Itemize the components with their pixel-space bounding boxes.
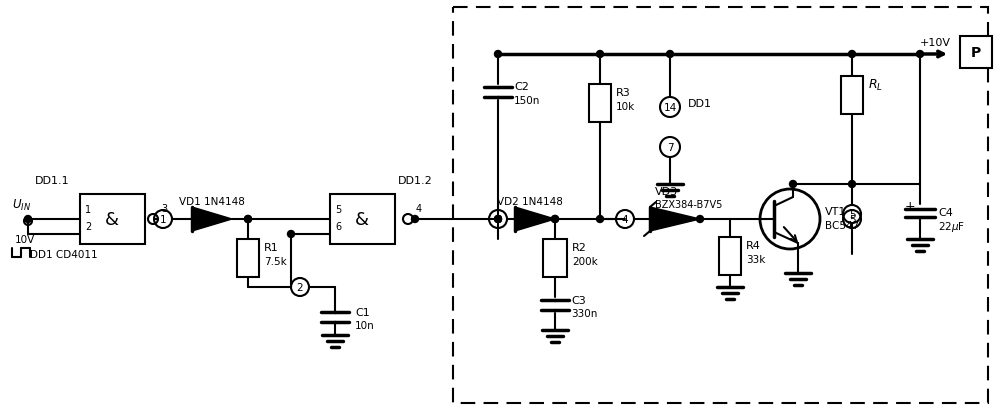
Text: 2: 2	[85, 221, 91, 231]
Text: &: &	[355, 211, 369, 229]
Text: R3: R3	[616, 88, 630, 98]
Circle shape	[412, 216, 419, 223]
Circle shape	[288, 231, 295, 238]
Text: DD1.2: DD1.2	[398, 175, 433, 186]
Circle shape	[495, 52, 501, 58]
Bar	[960, 37, 992, 69]
Text: C4: C4	[938, 207, 953, 218]
Text: VD1 1N4148: VD1 1N4148	[179, 196, 245, 207]
Text: &: &	[105, 211, 119, 229]
Bar	[543, 239, 567, 277]
Bar	[589, 85, 611, 123]
Text: 5: 5	[849, 214, 855, 225]
Text: 5: 5	[335, 204, 341, 214]
Polygon shape	[192, 207, 232, 231]
Circle shape	[848, 181, 855, 188]
Text: 14: 14	[663, 103, 676, 113]
Text: VT1: VT1	[825, 207, 846, 216]
Bar	[841, 77, 863, 115]
Text: 4: 4	[416, 204, 422, 213]
Text: 7.5k: 7.5k	[264, 256, 287, 266]
Text: DD1.1: DD1.1	[35, 175, 69, 186]
Text: 5: 5	[849, 209, 855, 220]
Circle shape	[245, 216, 252, 223]
Circle shape	[596, 216, 603, 223]
Text: 22$\mu$F: 22$\mu$F	[938, 220, 965, 234]
Text: 10n: 10n	[355, 320, 375, 330]
Circle shape	[551, 216, 558, 223]
Text: C3: C3	[571, 295, 585, 305]
Text: +10V: +10V	[919, 38, 950, 48]
Text: VD3: VD3	[655, 187, 678, 196]
Text: BZX384-B7V5: BZX384-B7V5	[655, 200, 722, 209]
Text: 10V: 10V	[15, 234, 35, 245]
Text: $U_{IN}$: $U_{IN}$	[12, 197, 31, 212]
Text: BC547: BC547	[825, 220, 859, 230]
Polygon shape	[650, 207, 700, 231]
Text: C2: C2	[514, 82, 528, 92]
Text: C1: C1	[355, 307, 370, 317]
Bar	[80, 195, 145, 245]
Text: 3: 3	[495, 214, 501, 225]
Text: R1: R1	[264, 243, 279, 252]
Text: 150n: 150n	[514, 96, 540, 106]
Circle shape	[596, 52, 603, 58]
Circle shape	[495, 216, 501, 223]
Text: 10k: 10k	[616, 102, 635, 112]
Circle shape	[551, 216, 558, 223]
Text: 4: 4	[621, 214, 628, 225]
Text: +: +	[905, 200, 915, 213]
Circle shape	[245, 216, 252, 223]
Text: DD1: DD1	[688, 99, 712, 109]
Text: 6: 6	[335, 221, 341, 231]
Polygon shape	[515, 207, 555, 231]
Text: 1: 1	[160, 214, 166, 225]
Text: VD2 1N4148: VD2 1N4148	[498, 196, 563, 207]
Text: DD1 CD4011: DD1 CD4011	[30, 249, 98, 259]
Circle shape	[916, 52, 923, 58]
Text: 1: 1	[85, 204, 91, 214]
Text: 3: 3	[161, 204, 167, 213]
Bar	[719, 237, 741, 275]
Text: 200k: 200k	[572, 256, 597, 266]
Text: R4: R4	[746, 240, 761, 250]
Text: $R_L$: $R_L$	[868, 77, 883, 92]
Bar	[330, 195, 395, 245]
Text: 2: 2	[297, 282, 304, 292]
Bar	[237, 239, 259, 277]
Circle shape	[495, 216, 501, 223]
Circle shape	[25, 216, 32, 223]
Text: R2: R2	[572, 243, 586, 252]
Circle shape	[789, 181, 796, 188]
Text: 7: 7	[666, 143, 673, 153]
Text: P: P	[971, 46, 981, 60]
Circle shape	[696, 216, 703, 223]
Text: 330n: 330n	[571, 308, 597, 318]
Circle shape	[848, 52, 855, 58]
Circle shape	[666, 52, 673, 58]
Text: 33k: 33k	[746, 254, 765, 264]
